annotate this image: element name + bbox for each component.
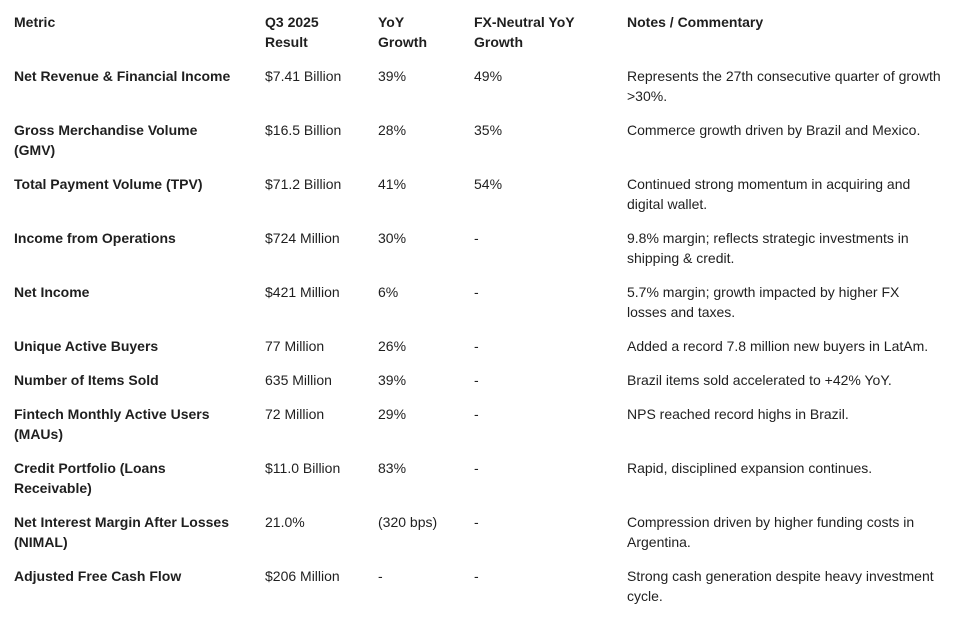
notes-cell: 5.7% margin; growth impacted by higher F… (627, 282, 962, 336)
result-cell: 72 Million (265, 406, 325, 422)
metric-cell: Gross Merchandise Volume (GMV) (14, 120, 265, 174)
yoy-cell: 6% (378, 284, 399, 300)
result-cell: 635 Million (265, 372, 332, 388)
metric-cell: Net Revenue & Financial Income (14, 66, 265, 120)
fx-cell: 35% (474, 122, 503, 138)
notes-text: Strong cash generation despite heavy inv… (627, 568, 934, 604)
header-metric: Metric (14, 14, 56, 30)
fx-cell: - (474, 568, 479, 584)
notes-cell: Strong cash generation despite heavy inv… (627, 566, 962, 620)
fx-cell: - (474, 284, 479, 300)
notes-text: Commerce growth driven by Brazil and Mex… (627, 122, 921, 138)
metric-text: Credit Portfolio (Loans Receivable) (14, 460, 166, 496)
metric-text: Adjusted Free Cash Flow (14, 568, 182, 584)
table-row: Net Revenue & Financial Income $7.41 Bil… (14, 66, 962, 120)
table-row: Unique Active Buyers 77 Million 26% - Ad… (14, 336, 962, 370)
metric-text: Fintech Monthly Active Users (MAUs) (14, 406, 210, 442)
header-yoy: YoY Growth (378, 12, 474, 66)
header-row: Metric Q3 2025 Result YoY Growth FX-Neut… (14, 12, 962, 66)
header-result: Q3 2025 Result (265, 12, 378, 66)
notes-text: Continued strong momentum in acquiring a… (627, 176, 911, 212)
result-cell: $7.41 Billion (265, 68, 342, 84)
header-fx-text: FX-Neutral YoY Growth (474, 14, 575, 50)
notes-text: 5.7% margin; growth impacted by higher F… (627, 284, 900, 320)
metric-cell: Net Interest Margin After Losses (NIMAL) (14, 512, 265, 566)
notes-cell: Represents the 27th consecutive quarter … (627, 68, 941, 104)
metric-cell: Income from Operations (14, 228, 265, 282)
notes-cell: Commerce growth driven by Brazil and Mex… (627, 120, 962, 174)
metric-cell: Credit Portfolio (Loans Receivable) (14, 458, 265, 512)
table-row: Income from Operations $724 Million 30% … (14, 228, 962, 282)
notes-cell: Rapid, disciplined expansion continues. (627, 460, 873, 476)
fx-cell: - (474, 230, 479, 246)
metric-cell: Fintech Monthly Active Users (MAUs) (14, 404, 265, 458)
notes-cell: 9.8% margin; reflects strategic investme… (627, 228, 962, 282)
notes-cell: Compression driven by higher funding cos… (627, 512, 962, 566)
result-cell: $71.2 Billion (265, 176, 342, 192)
header-fx: FX-Neutral YoY Growth (474, 12, 627, 66)
metric-text: Unique Active Buyers (14, 338, 159, 354)
fx-cell: - (474, 514, 479, 530)
table-row: Number of Items Sold 635 Million 39% - B… (14, 370, 962, 404)
metric-text: Net Income (14, 284, 90, 300)
notes-cell: Continued strong momentum in acquiring a… (627, 174, 962, 228)
metric-text: Total Payment Volume (TPV) (14, 176, 203, 192)
yoy-cell: - (378, 568, 383, 584)
fx-cell: 49% (474, 68, 503, 84)
yoy-cell: 26% (378, 338, 407, 354)
yoy-cell: 41% (378, 176, 407, 192)
fx-cell: - (474, 460, 479, 476)
table-row: Fintech Monthly Active Users (MAUs) 72 M… (14, 404, 962, 458)
metrics-table: Metric Q3 2025 Result YoY Growth FX-Neut… (14, 12, 962, 620)
yoy-cell: 28% (378, 122, 407, 138)
yoy-cell: 83% (378, 460, 407, 476)
result-cell: 77 Million (265, 338, 325, 354)
notes-text: 9.8% margin; reflects strategic investme… (627, 230, 909, 266)
yoy-cell: 29% (378, 406, 407, 422)
result-cell: $11.0 Billion (265, 460, 341, 476)
table-row: Net Income $421 Million 6% - 5.7% margin… (14, 282, 962, 336)
result-cell: $16.5 Billion (265, 122, 342, 138)
yoy-cell: 30% (378, 230, 407, 246)
table-row: Gross Merchandise Volume (GMV) $16.5 Bil… (14, 120, 962, 174)
header-result-text: Q3 2025 Result (265, 14, 319, 50)
header-notes: Notes / Commentary (627, 14, 764, 30)
result-cell: $724 Million (265, 230, 340, 246)
fx-cell: - (474, 372, 479, 388)
metric-cell: Unique Active Buyers (14, 336, 265, 370)
metric-text: Net Interest Margin After Losses (NIMAL) (14, 514, 229, 550)
metric-text: Income from Operations (14, 230, 176, 246)
notes-cell: NPS reached record highs in Brazil. (627, 406, 849, 422)
fx-cell: - (474, 338, 479, 354)
metric-text: Number of Items Sold (14, 372, 159, 388)
yoy-cell: (320 bps) (378, 514, 438, 530)
notes-cell: Brazil items sold accelerated to +42% Yo… (627, 372, 892, 388)
metric-cell: Number of Items Sold (14, 370, 265, 404)
result-cell: 21.0% (265, 514, 305, 530)
header-yoy-text: YoY Growth (378, 14, 427, 50)
table-row: Adjusted Free Cash Flow $206 Million - -… (14, 566, 962, 620)
notes-text: Compression driven by higher funding cos… (627, 514, 915, 550)
yoy-cell: 39% (378, 372, 407, 388)
metric-text: Gross Merchandise Volume (GMV) (14, 122, 198, 158)
result-cell: $206 Million (265, 568, 340, 584)
notes-cell: Added a record 7.8 million new buyers in… (627, 338, 929, 354)
result-cell: $421 Million (265, 284, 340, 300)
yoy-cell: 39% (378, 68, 407, 84)
fx-cell: 54% (474, 176, 503, 192)
metric-cell: Adjusted Free Cash Flow (14, 566, 265, 620)
metric-cell: Total Payment Volume (TPV) (14, 174, 265, 228)
metric-cell: Net Income (14, 282, 265, 336)
table-row: Total Payment Volume (TPV) $71.2 Billion… (14, 174, 962, 228)
fx-cell: - (474, 406, 479, 422)
metric-text: Net Revenue & Financial Income (14, 68, 231, 84)
table-row: Net Interest Margin After Losses (NIMAL)… (14, 512, 962, 566)
table-row: Credit Portfolio (Loans Receivable) $11.… (14, 458, 962, 512)
